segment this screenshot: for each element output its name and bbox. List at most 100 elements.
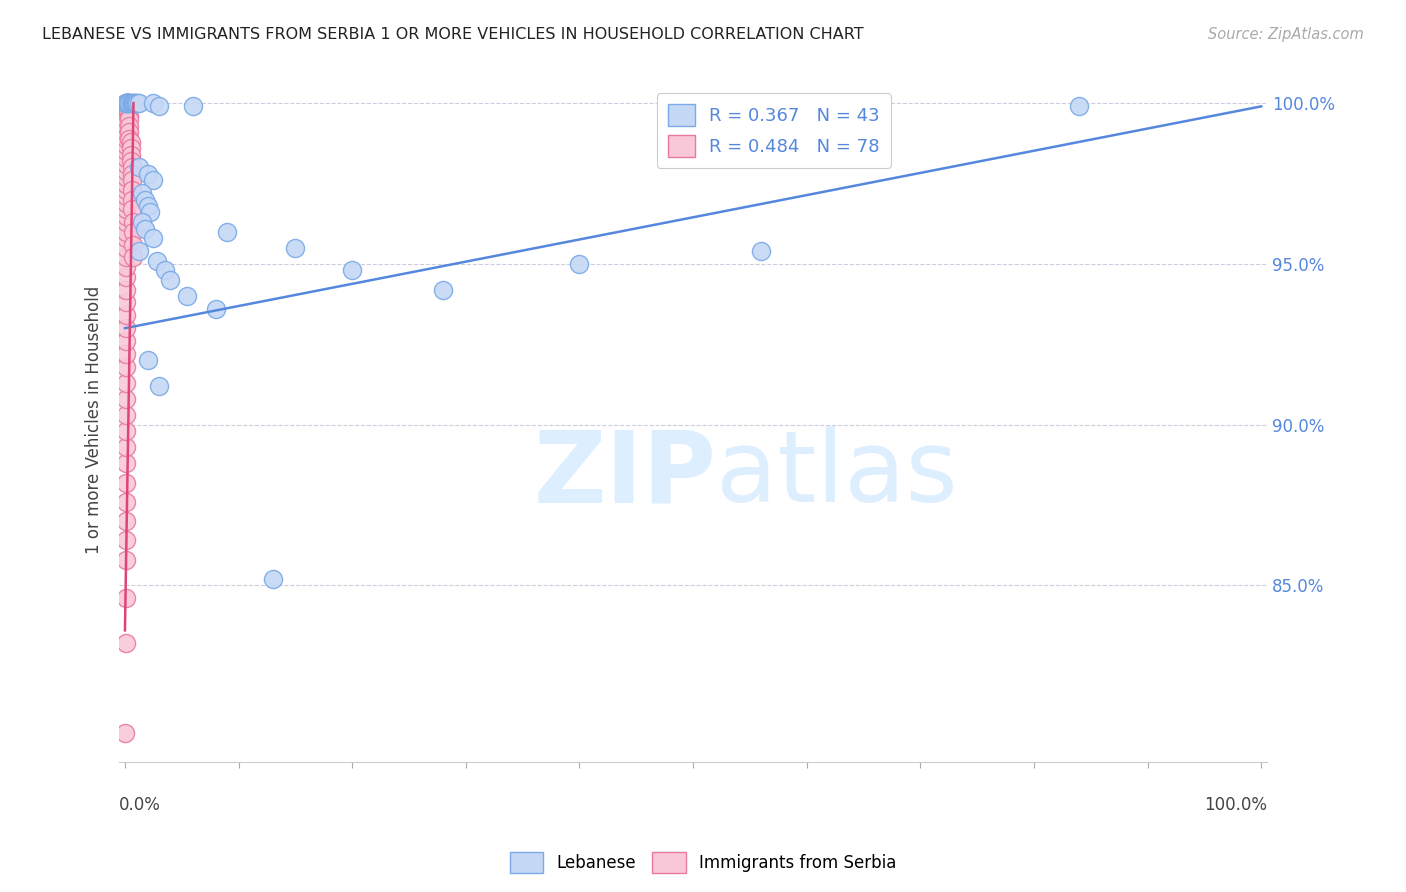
Point [125, 96, 148, 111]
Point [115, 96, 138, 111]
Point [117, 96, 139, 111]
Point [117, 96, 139, 111]
Point [181, 99, 204, 113]
Point [115, 251, 138, 265]
Point [118, 112, 141, 127]
Point [115, 456, 138, 470]
Point [115, 151, 138, 165]
Point [115, 163, 138, 178]
Point [432, 283, 454, 297]
Point [115, 131, 138, 145]
Point [127, 96, 149, 111]
Point [115, 392, 138, 406]
Point [115, 125, 138, 139]
Point [120, 141, 142, 155]
Point [118, 125, 141, 139]
Point [115, 119, 138, 133]
Point [153, 263, 176, 277]
Point [122, 96, 145, 111]
Point [142, 96, 165, 111]
Point [122, 225, 145, 239]
Point [115, 170, 138, 185]
Point [134, 193, 156, 207]
Point [121, 161, 143, 175]
Text: LEBANESE VS IMMIGRANTS FROM SERBIA 1 OR MORE VEHICLES IN HOUSEHOLD CORRELATION C: LEBANESE VS IMMIGRANTS FROM SERBIA 1 OR … [42, 27, 863, 42]
Point [115, 183, 138, 197]
Point [115, 591, 138, 606]
Point [115, 215, 138, 229]
Point [115, 105, 138, 120]
Point [145, 253, 167, 268]
Point [121, 96, 143, 111]
Legend: Lebanese, Immigrants from Serbia: Lebanese, Immigrants from Serbia [503, 846, 903, 880]
Point [120, 96, 142, 111]
Point [117, 96, 139, 111]
Point [136, 353, 159, 368]
Point [114, 726, 136, 740]
Point [118, 119, 141, 133]
Point [131, 215, 153, 229]
Point [148, 379, 170, 393]
Point [115, 424, 138, 438]
Point [115, 347, 138, 361]
Point [284, 241, 307, 255]
Point [122, 237, 145, 252]
Point [128, 96, 150, 111]
Point [115, 260, 138, 274]
Point [262, 572, 284, 586]
Point [128, 244, 150, 258]
Point [115, 96, 138, 111]
Point [115, 295, 138, 310]
Point [121, 193, 143, 207]
Point [749, 244, 772, 258]
Point [1069, 99, 1091, 113]
Point [115, 533, 138, 548]
Point [122, 251, 145, 265]
Point [115, 225, 138, 239]
Point [120, 147, 142, 161]
Point [115, 96, 138, 111]
Point [115, 241, 138, 255]
Point [122, 215, 145, 229]
Point [117, 105, 139, 120]
Point [142, 173, 165, 187]
Point [121, 173, 143, 187]
Legend: R = 0.367   N = 43, R = 0.484   N = 78: R = 0.367 N = 43, R = 0.484 N = 78 [657, 94, 890, 168]
Point [115, 96, 138, 111]
Point [121, 167, 143, 181]
Point [118, 131, 141, 145]
Point [115, 334, 138, 348]
Point [136, 199, 159, 213]
Point [568, 257, 591, 271]
Point [115, 145, 138, 159]
Point [115, 376, 138, 390]
Point [115, 96, 138, 111]
Point [117, 103, 139, 117]
Text: atlas: atlas [716, 426, 957, 523]
Text: 100.0%: 100.0% [1204, 797, 1267, 814]
Point [120, 135, 142, 149]
Point [115, 495, 138, 509]
Point [121, 183, 143, 197]
Point [115, 96, 138, 111]
Point [115, 636, 138, 650]
Point [115, 475, 138, 490]
Point [115, 112, 138, 127]
Text: Source: ZipAtlas.com: Source: ZipAtlas.com [1208, 27, 1364, 42]
Point [115, 96, 138, 111]
Point [115, 408, 138, 422]
Point [120, 154, 142, 169]
Point [115, 231, 138, 245]
Point [118, 96, 141, 111]
Point [148, 99, 170, 113]
Point [176, 289, 198, 303]
Point [139, 205, 162, 219]
Point [128, 161, 150, 175]
Point [122, 96, 145, 111]
Point [115, 96, 138, 111]
Point [115, 202, 138, 217]
Point [115, 283, 138, 297]
Point [115, 177, 138, 191]
Point [217, 225, 239, 239]
Point [115, 552, 138, 566]
